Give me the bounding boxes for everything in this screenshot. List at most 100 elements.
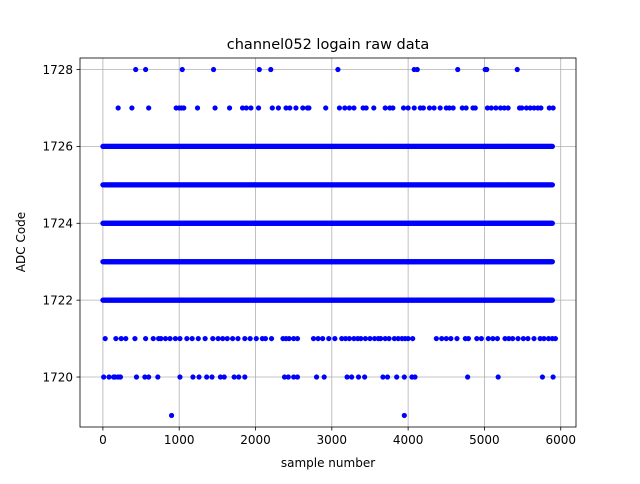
data-point — [172, 335, 178, 342]
data-point — [315, 335, 321, 342]
plot-frame — [79, 57, 577, 428]
data-point — [129, 105, 135, 111]
data-point — [102, 335, 108, 342]
data-point — [336, 105, 343, 111]
data-point — [210, 335, 216, 342]
data-point — [472, 105, 478, 111]
y-tick-label: 1720 — [42, 370, 73, 384]
data-point — [362, 335, 368, 342]
data-point — [143, 66, 149, 73]
data-point — [405, 335, 411, 342]
data-point — [355, 374, 362, 380]
data-point — [285, 374, 291, 380]
data-point — [443, 335, 449, 342]
y-tick-label: 1724 — [42, 217, 73, 231]
data-point — [113, 335, 119, 342]
y-axis-label: ADC Code — [14, 212, 28, 272]
data-point — [358, 335, 364, 342]
data-point — [519, 105, 525, 111]
data-point — [209, 374, 215, 380]
data-point — [268, 335, 275, 342]
data-point — [344, 374, 350, 380]
data-point — [459, 105, 465, 111]
x-axis-label: sample number — [281, 456, 375, 470]
data-point — [177, 335, 183, 342]
data-point — [275, 105, 281, 111]
data-point — [405, 105, 411, 111]
data-point — [310, 335, 317, 342]
data-point — [177, 374, 183, 380]
data-point — [401, 412, 407, 419]
data-point — [351, 335, 357, 342]
data-point — [306, 105, 312, 111]
data-point — [226, 105, 233, 111]
data-point — [239, 105, 246, 111]
data-point — [367, 335, 373, 342]
data-point — [520, 335, 526, 342]
data-point — [212, 105, 218, 111]
data-point — [545, 335, 552, 342]
y-tick-label: 1728 — [42, 63, 73, 77]
axis-ticks: 0 1000 2000 3000 4000 5000 6000 1720 1722 1724 172… — [42, 63, 576, 447]
chart-title: channel052 logain raw data — [227, 37, 429, 53]
data-point — [158, 335, 164, 342]
data-point — [514, 66, 520, 73]
data-point — [190, 374, 196, 380]
data-point — [426, 105, 433, 111]
data-point — [242, 335, 248, 342]
data-point — [236, 374, 242, 380]
data-point — [439, 335, 445, 342]
data-point — [474, 335, 480, 342]
x-tick-label: 2000 — [240, 433, 271, 447]
data-point — [168, 412, 175, 419]
data-point — [371, 335, 378, 342]
data-point — [332, 335, 338, 342]
data-point — [515, 335, 521, 342]
data-point — [527, 105, 533, 111]
data-point — [184, 335, 190, 342]
data-point — [420, 105, 426, 111]
data-point — [495, 374, 501, 380]
data-point — [363, 105, 369, 111]
data-point — [478, 335, 484, 342]
data-point — [537, 335, 543, 342]
data-point — [335, 66, 341, 73]
data-point — [342, 105, 348, 111]
data-point — [204, 374, 210, 380]
data-point — [501, 105, 507, 111]
data-point — [465, 374, 471, 380]
data-point — [146, 374, 152, 380]
data-point — [346, 105, 352, 111]
data-point — [243, 105, 249, 111]
data-point — [221, 374, 227, 380]
data-point — [414, 66, 420, 73]
data-point — [181, 105, 187, 111]
data-point — [541, 335, 547, 342]
data-point — [247, 335, 253, 342]
data-point — [546, 105, 552, 111]
data-point — [539, 374, 546, 380]
data-point — [497, 105, 504, 111]
data-point — [490, 335, 496, 342]
data-point — [549, 143, 556, 150]
data-point — [349, 374, 355, 380]
data-point — [488, 105, 494, 111]
data-point — [291, 335, 297, 342]
data-point — [256, 66, 262, 73]
data-point — [118, 335, 124, 342]
data-point — [484, 66, 490, 73]
data-point — [380, 374, 386, 380]
data-point — [287, 105, 293, 111]
data-point — [346, 335, 352, 342]
data-point — [133, 374, 140, 380]
data-point — [300, 105, 306, 111]
data-point — [552, 335, 559, 342]
data-point — [321, 374, 327, 380]
x-tick-label: 4000 — [393, 433, 424, 447]
data-point — [179, 66, 185, 73]
y-tick-label: 1726 — [42, 140, 73, 154]
data-point — [291, 374, 297, 380]
data-point — [412, 374, 418, 380]
data-point — [106, 374, 112, 380]
